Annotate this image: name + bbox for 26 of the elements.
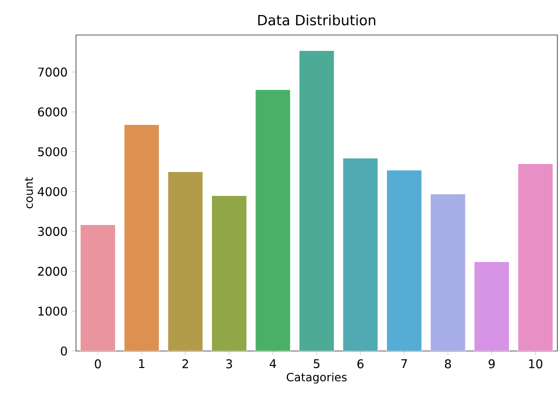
y-tick-label: 7000 (38, 68, 67, 77)
x-tick-label: 5 (314, 359, 320, 368)
x-tick-label: 6 (357, 359, 364, 368)
chart-title: Data Distribution (258, 14, 376, 26)
y-tick-label: 2000 (38, 266, 67, 276)
x-tick-label: 9 (488, 359, 495, 368)
x-tick-label: 8 (444, 359, 451, 368)
y-tick-label: 1000 (38, 306, 67, 316)
x-axis-title: Catagories (286, 372, 347, 384)
y-tick-label: 0 (60, 346, 67, 356)
y-tick-label: 5000 (38, 147, 67, 156)
bar (298, 50, 334, 351)
y-axis-title: count (24, 177, 33, 208)
y-tick-label: 3000 (38, 226, 67, 236)
x-tick-label: 4 (270, 359, 276, 368)
bar (430, 194, 466, 351)
y-tick-label: 6000 (38, 107, 67, 116)
bar (168, 171, 204, 351)
bar (474, 261, 510, 351)
y-tick-label: 4000 (38, 187, 67, 196)
x-tick-label: 2 (182, 359, 188, 368)
x-tick-label: 0 (94, 359, 101, 368)
x-tick-label: 1 (139, 359, 144, 368)
x-tick-label: 10 (529, 359, 542, 368)
x-tick-label: 3 (226, 359, 232, 368)
x-tick-label: 7 (401, 359, 407, 368)
